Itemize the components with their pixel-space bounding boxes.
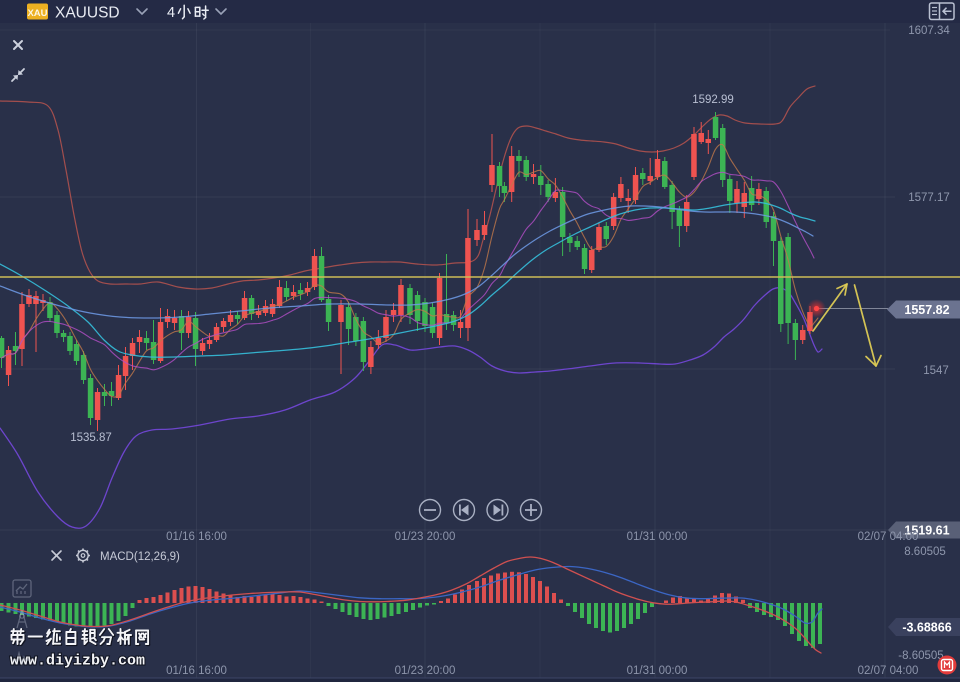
svg-text:XAU: XAU [27, 8, 47, 19]
svg-text:MACD(12,26,9): MACD(12,26,9) [100, 551, 180, 563]
svg-text:1592.99: 1592.99 [692, 94, 734, 106]
svg-text:www.diyizby.com: www.diyizby.com [10, 653, 145, 670]
svg-text:1607.34: 1607.34 [908, 25, 950, 37]
svg-text:01/16 16:00: 01/16 16:00 [166, 531, 227, 543]
svg-text:1577.17: 1577.17 [908, 192, 950, 204]
svg-text:01/31 00:00: 01/31 00:00 [627, 665, 688, 677]
svg-text:01/23 20:00: 01/23 20:00 [395, 665, 456, 677]
svg-text:1547: 1547 [923, 365, 949, 377]
svg-text:02/07 04:00: 02/07 04:00 [858, 531, 919, 543]
svg-text:1557.82: 1557.82 [904, 303, 949, 317]
svg-text:02/07 04:00: 02/07 04:00 [858, 665, 919, 677]
svg-text:XAUUSD: XAUUSD [55, 5, 120, 22]
svg-text:-3.68866: -3.68866 [902, 621, 951, 635]
svg-text:01/16 16:00: 01/16 16:00 [166, 665, 227, 677]
svg-text:8.60505: 8.60505 [904, 546, 946, 558]
svg-text:01/23 20:00: 01/23 20:00 [395, 531, 456, 543]
svg-text:4: 4 [167, 5, 175, 21]
svg-text:1535.87: 1535.87 [70, 432, 112, 444]
svg-text:-8.60505: -8.60505 [898, 650, 943, 662]
svg-text:www.diyizby.com: www.diyizby.com [10, 653, 145, 670]
svg-text:1519.61: 1519.61 [904, 524, 949, 538]
svg-text:01/31 00:00: 01/31 00:00 [627, 531, 688, 543]
